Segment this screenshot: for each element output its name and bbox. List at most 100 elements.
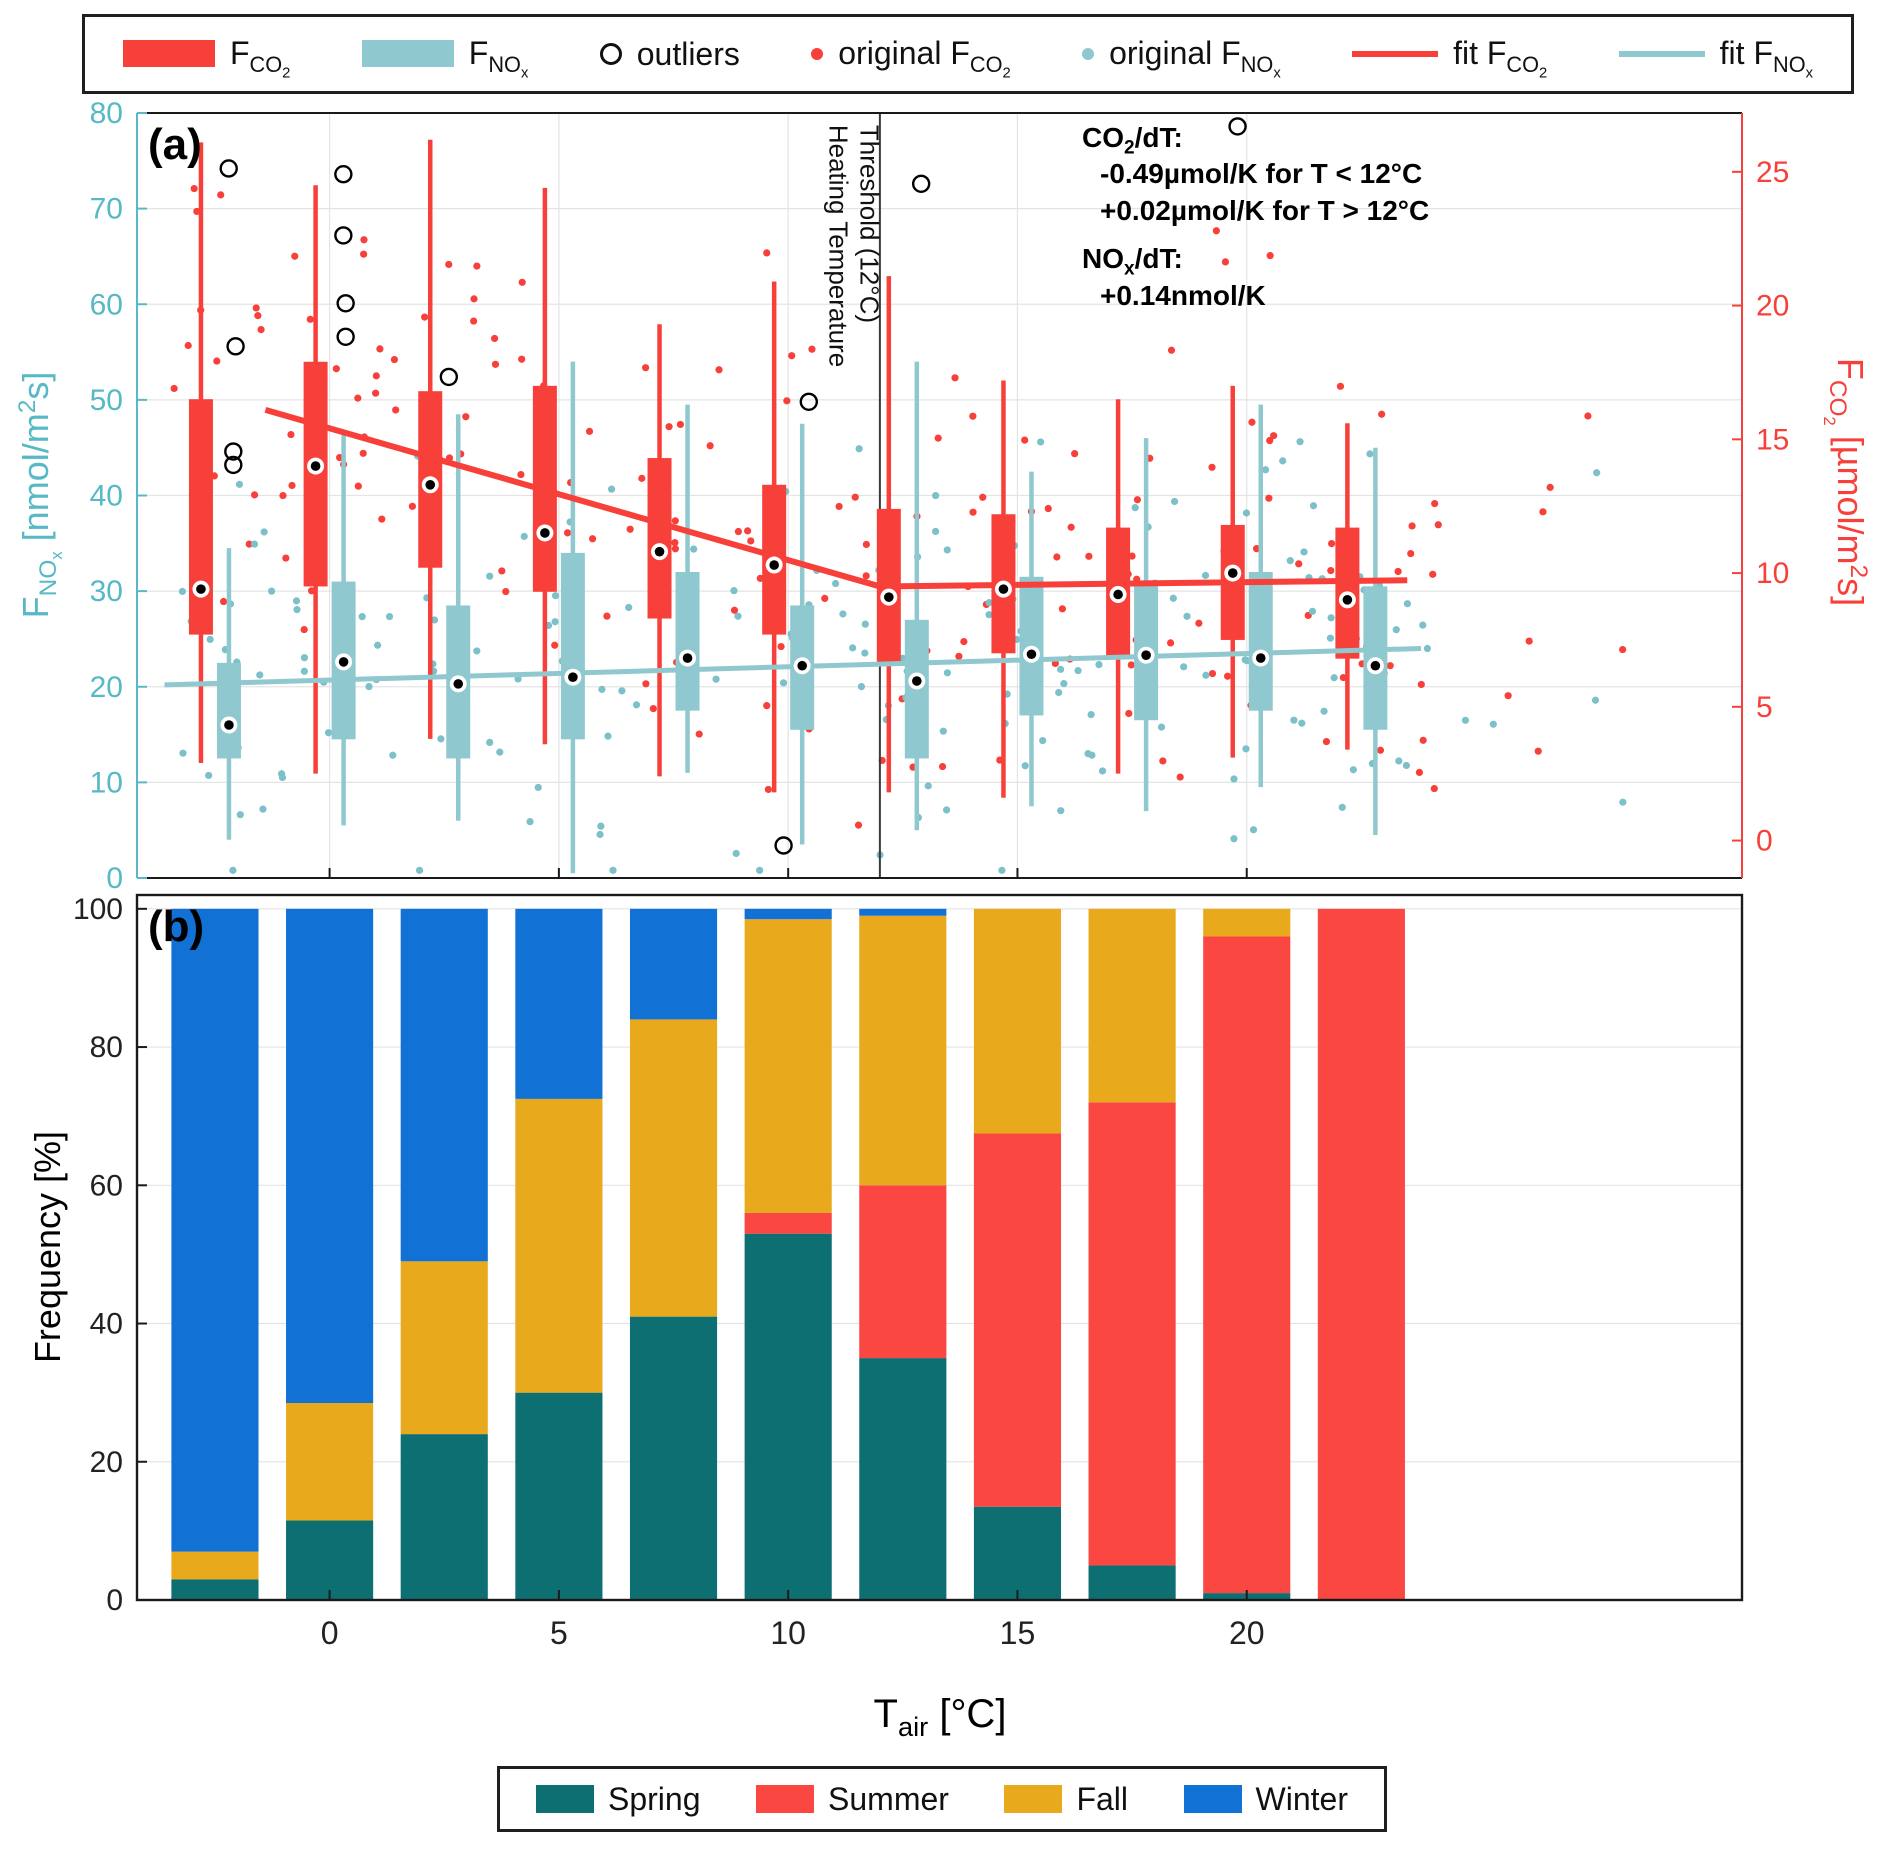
outlier-point bbox=[911, 174, 931, 193]
outlier-point bbox=[334, 226, 353, 245]
co2-median-dot bbox=[654, 546, 665, 557]
annotation-co2-slope-above: +0.02µmol/K for T > 12°C bbox=[1100, 194, 1430, 226]
right-y-axis-label: FCO2 [µmol/m2s] bbox=[1819, 357, 1873, 607]
legend-label-original-fco2: original FCO2 bbox=[838, 35, 1011, 81]
right-tick-label: 10 bbox=[1756, 557, 1789, 590]
winter-swatch bbox=[1183, 1785, 1242, 1813]
fco2-box-swatch bbox=[123, 40, 215, 68]
panel-b-tag: (b) bbox=[148, 902, 205, 951]
original-fnox-dot-swatch bbox=[1082, 47, 1095, 60]
bar-segment-summer bbox=[859, 1185, 947, 1359]
bar-segment-summer bbox=[973, 1133, 1062, 1507]
annotation-co2-title: CO2/dT: bbox=[1082, 122, 1183, 159]
bar-segment-spring bbox=[973, 1506, 1062, 1600]
nox-median-dot bbox=[568, 672, 578, 682]
left-tick-label: 10 bbox=[90, 766, 123, 799]
original-points bbox=[170, 184, 1627, 874]
frequency-y-axis-label: Frequency [%] bbox=[27, 1130, 68, 1364]
annotation-nox-title: NOx/dT: bbox=[1082, 243, 1183, 280]
legend-item-fnox: FNOx bbox=[361, 35, 529, 81]
legend-item-fco2: FCO2 bbox=[123, 35, 291, 81]
freq-tick-label: 100 bbox=[73, 893, 123, 926]
threshold-label-line2: Threshold (12°C) bbox=[854, 124, 885, 324]
co2-median-dot bbox=[769, 560, 779, 570]
legend-bottom: Spring Summer Fall Winter bbox=[497, 1766, 1387, 1832]
median-markers bbox=[192, 457, 1384, 734]
freq-tick-label: 0 bbox=[106, 1584, 123, 1617]
legend-label-fco2: FCO2 bbox=[230, 35, 291, 81]
legend-top: FCO2 FNOx outliers original FCO2 origina… bbox=[82, 14, 1854, 94]
bar-segment-winter bbox=[171, 908, 259, 1552]
right-tick-label: 15 bbox=[1756, 423, 1789, 456]
bar-segment-summer bbox=[1317, 908, 1405, 1600]
right-tick-label: 5 bbox=[1756, 691, 1773, 724]
legend-label-fnox: FNOx bbox=[468, 35, 529, 81]
nox-median-dot bbox=[797, 660, 807, 671]
fit-co2-line bbox=[264, 407, 1408, 590]
bar-segment-spring bbox=[629, 1316, 718, 1600]
legend-label-original-fnox: original FNOx bbox=[1109, 35, 1281, 81]
left-tick-label: 30 bbox=[90, 575, 123, 608]
left-tick-label: 50 bbox=[90, 384, 123, 417]
bar-segment-winter bbox=[744, 908, 832, 920]
nox-median-dot bbox=[912, 676, 922, 686]
bar-segment-fall bbox=[286, 1403, 374, 1521]
nox-box bbox=[675, 572, 700, 711]
original-fco2-dot-swatch bbox=[811, 47, 824, 60]
bar-segment-spring bbox=[1088, 1565, 1176, 1600]
co2-median-dot bbox=[1227, 568, 1238, 578]
bar-segment-spring bbox=[286, 1520, 374, 1600]
co2-median-dot bbox=[884, 592, 894, 602]
legend-item-original-fco2: original FCO2 bbox=[811, 35, 1011, 81]
bar-segment-spring bbox=[515, 1392, 603, 1600]
slope-annotation: CO2/dT: -0.49µmol/K for T < 12°C +0.02µm… bbox=[1082, 120, 1429, 314]
fit-nox-line bbox=[164, 646, 1422, 688]
legend-label-fit-fnox: fit FNOx bbox=[1719, 35, 1813, 81]
summer-swatch bbox=[756, 1785, 815, 1813]
temp-tick-label: 0 bbox=[321, 1615, 339, 1651]
bar-segment-fall bbox=[171, 1551, 259, 1580]
left-tick-label: 40 bbox=[90, 480, 123, 513]
panel-a-axes: 0 10 20 30 40 50 60 70 80 0 5 10 15 20 25 bbox=[90, 97, 1790, 895]
bar-segment-fall bbox=[1088, 908, 1176, 1103]
co2-median-dot bbox=[1342, 595, 1353, 605]
co2-median-dot bbox=[540, 528, 550, 538]
spring-swatch bbox=[536, 1785, 594, 1813]
outlier-point bbox=[1228, 117, 1247, 136]
bar-segment-summer bbox=[1088, 1102, 1176, 1566]
panel-b-axes: 0 20 40 60 80 100 0 5 10 15 20 bbox=[73, 893, 1744, 1651]
freq-tick-label: 60 bbox=[90, 1169, 123, 1202]
bar-segment-fall bbox=[629, 1019, 718, 1317]
bar-segment-spring bbox=[859, 1358, 947, 1600]
co2-median-dot bbox=[196, 584, 206, 594]
right-tick-label: 20 bbox=[1756, 290, 1789, 323]
co2-median-dot bbox=[425, 480, 436, 490]
outlier-circle-swatch bbox=[599, 43, 622, 65]
bar-segment-summer bbox=[744, 1212, 832, 1234]
left-tick-label: 60 bbox=[90, 288, 123, 321]
bar-segment-winter bbox=[286, 908, 374, 1404]
panel-a-tag: (a) bbox=[148, 120, 202, 169]
right-tick-label: 25 bbox=[1756, 156, 1789, 189]
bar-segment-fall bbox=[1203, 908, 1291, 937]
legend-item-fit-fco2: fit FCO2 bbox=[1352, 35, 1547, 80]
bar-segment-spring bbox=[744, 1233, 832, 1600]
annotation-nox-slope: +0.14nmol/K bbox=[1100, 279, 1266, 311]
freq-tick-label: 80 bbox=[90, 1031, 123, 1064]
bar-segment-winter bbox=[859, 908, 947, 916]
fit-fnox-line-swatch bbox=[1618, 50, 1705, 57]
bar-segment-fall bbox=[400, 1261, 488, 1435]
legend-item-spring: Spring bbox=[536, 1781, 701, 1818]
left-tick-label: 80 bbox=[90, 97, 123, 130]
bar-segment-fall bbox=[859, 915, 947, 1186]
fnox-box-swatch bbox=[361, 40, 454, 68]
nox-median-dot bbox=[1255, 653, 1266, 663]
bar-segment-fall bbox=[515, 1098, 603, 1393]
bar-segment-fall bbox=[973, 908, 1062, 1134]
stacked-bars bbox=[171, 908, 1405, 1600]
legend-label-summer: Summer bbox=[828, 1780, 949, 1817]
legend-item-fit-fnox: fit FNOx bbox=[1618, 35, 1813, 81]
nox-median-dot bbox=[1370, 660, 1381, 671]
